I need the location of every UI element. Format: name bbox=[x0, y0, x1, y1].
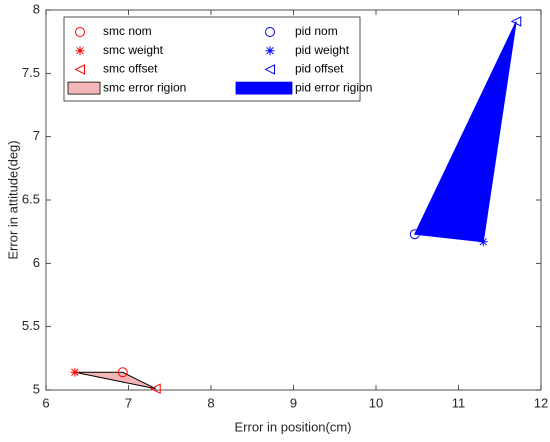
data-point bbox=[150, 383, 161, 395]
legend-label: smc weight bbox=[103, 43, 164, 57]
legend-label: pid error rigion bbox=[295, 80, 372, 94]
legend-label: pid nom bbox=[295, 24, 338, 38]
legend-label: smc nom bbox=[103, 24, 152, 38]
data-point bbox=[70, 367, 80, 377]
y-tick-label: 5.5 bbox=[22, 318, 40, 333]
x-tick-label: 10 bbox=[369, 395, 383, 410]
y-tick-label: 5 bbox=[33, 381, 40, 396]
legend-marker bbox=[265, 46, 275, 56]
y-tick-label: 6.5 bbox=[22, 191, 40, 206]
x-tick-label: 9 bbox=[290, 395, 297, 410]
error-region bbox=[74, 371, 156, 390]
data-point bbox=[409, 229, 420, 240]
legend-box bbox=[63, 16, 361, 102]
y-axis-label: Error in attitude(deg) bbox=[5, 140, 20, 259]
x-axis-label: Error in position(cm) bbox=[234, 419, 351, 434]
x-tick-label: 11 bbox=[452, 395, 466, 410]
legend-label: pid offset bbox=[295, 62, 344, 76]
x-tick-label: 8 bbox=[207, 395, 214, 410]
legend-marker bbox=[75, 27, 85, 37]
legend-label: smc offset bbox=[103, 62, 158, 76]
legend: smc nom pid nom smc weight pid weight smc of… bbox=[63, 16, 372, 102]
legend-marker bbox=[74, 64, 85, 75]
legend-marker bbox=[265, 27, 275, 37]
x-tick-label: 12 bbox=[534, 395, 548, 410]
data-point bbox=[510, 16, 522, 27]
y-tick-label: 7 bbox=[33, 128, 40, 143]
y-tick-label: 7.5 bbox=[22, 65, 40, 80]
legend-swatch bbox=[67, 81, 101, 95]
y-tick-label: 6 bbox=[33, 255, 40, 270]
data-point bbox=[117, 367, 128, 378]
x-tick-label: 7 bbox=[125, 395, 132, 410]
y-tick-label: 8 bbox=[33, 1, 40, 16]
legend-swatch bbox=[235, 81, 293, 95]
legend-marker bbox=[264, 64, 275, 75]
legend-label: pid weight bbox=[295, 43, 350, 57]
x-tick-label: 6 bbox=[42, 395, 49, 410]
data-point bbox=[478, 237, 488, 247]
error-region bbox=[414, 21, 517, 243]
legend-marker bbox=[75, 46, 85, 56]
legend-label: smc error rigion bbox=[103, 80, 186, 94]
